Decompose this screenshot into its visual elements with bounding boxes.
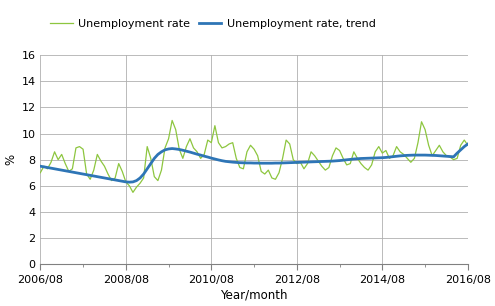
Unemployment rate: [37, 171, 43, 175]
Unemployment rate, trend: [265, 161, 271, 165]
Unemployment rate: [130, 191, 136, 194]
Legend: Unemployment rate, Unemployment rate, trend: Unemployment rate, Unemployment rate, tr…: [46, 15, 380, 34]
Unemployment rate, trend: [37, 164, 43, 168]
X-axis label: Year/month: Year/month: [220, 289, 288, 302]
Unemployment rate: [198, 157, 203, 160]
Unemployment rate: [223, 145, 229, 148]
Unemployment rate, trend: [401, 154, 407, 158]
Unemployment rate, trend: [476, 139, 482, 143]
Unemployment rate, trend: [198, 153, 203, 157]
Unemployment rate: [401, 153, 407, 156]
Line: Unemployment rate: Unemployment rate: [40, 107, 495, 192]
Line: Unemployment rate, trend: Unemployment rate, trend: [40, 141, 495, 182]
Unemployment rate, trend: [126, 180, 132, 184]
Unemployment rate: [450, 158, 456, 162]
Unemployment rate, trend: [450, 155, 456, 159]
Y-axis label: %: %: [4, 154, 17, 165]
Unemployment rate: [265, 168, 271, 172]
Unemployment rate, trend: [223, 159, 229, 163]
